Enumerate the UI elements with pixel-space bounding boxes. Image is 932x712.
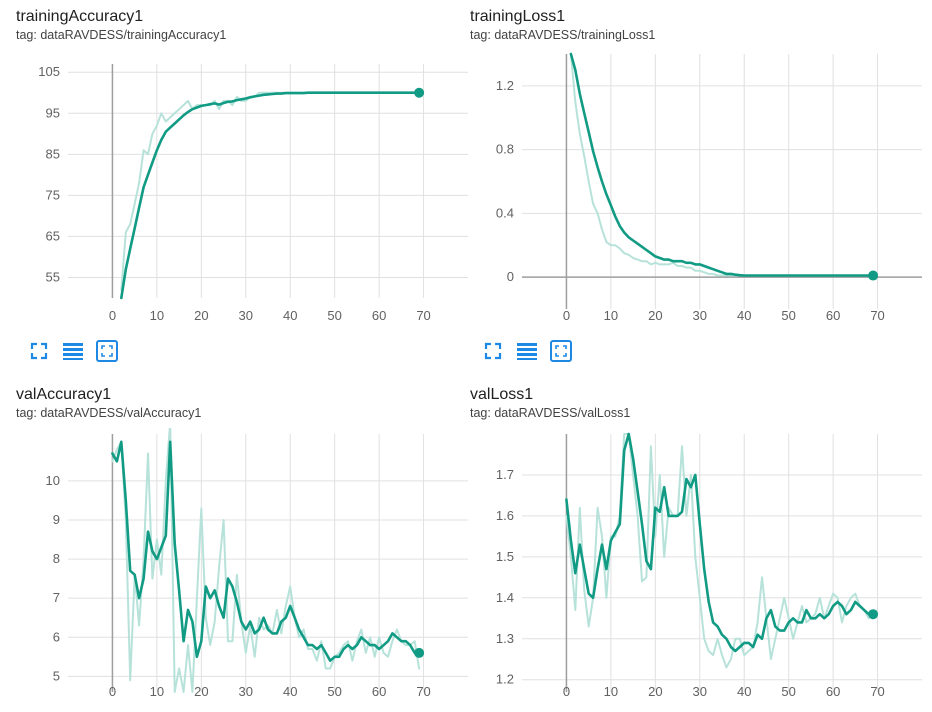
smoothed-series-line (569, 52, 875, 277)
x-tick-label: 20 (648, 308, 662, 323)
x-tick-label: 70 (870, 684, 884, 699)
y-tick-label: 5 (53, 668, 60, 683)
chart-plot[interactable]: 0 10 20 30 40 50 60 70 0 0.4 0.8 1.2 (470, 8, 930, 348)
x-tick-label: 60 (826, 684, 840, 699)
y-tick-label: 105 (38, 64, 60, 79)
y-tick-label: 0.4 (496, 205, 514, 220)
last-point-marker (868, 609, 879, 620)
fullscreen-icon (30, 342, 48, 360)
x-tick-label: 70 (870, 308, 884, 323)
grid-lines (68, 434, 468, 692)
toggle-log-scale-icon (63, 343, 83, 360)
chart-card-training-loss: trainingLoss1 tag: dataRAVDESS/trainingL… (470, 8, 930, 368)
chart-tag: tag: dataRAVDESS/valLoss1 (470, 406, 631, 420)
x-tick-label: 0 (563, 684, 570, 699)
chart-toolbar (28, 340, 130, 362)
fit-domain-button[interactable] (96, 340, 118, 362)
chart-plot[interactable]: 0 10 20 30 40 50 60 70 5 6 7 8 9 10 (16, 386, 476, 712)
x-tick-label: 70 (416, 308, 430, 323)
y-tick-label: 0.8 (496, 142, 514, 157)
y-tick-label: 10 (46, 473, 60, 488)
x-tick-label: 30 (239, 684, 253, 699)
fit-domain-icon (96, 340, 118, 362)
raw-series-line (569, 53, 875, 277)
x-tick-label: 10 (604, 684, 618, 699)
x-tick-label: 10 (604, 308, 618, 323)
x-tick-label: 30 (693, 684, 707, 699)
raw-series-line (111, 428, 421, 693)
chart-toolbar (482, 340, 584, 362)
chart-plot[interactable]: 0 10 20 30 40 50 60 70 1.2 1.3 1.4 1.5 1.6 1.7 (470, 386, 930, 712)
y-tick-label: 9 (53, 512, 60, 527)
x-tick-label: 50 (327, 308, 341, 323)
raw-series-line (120, 91, 421, 291)
x-tick-label: 60 (372, 684, 386, 699)
y-tick-label: 1.2 (496, 78, 514, 93)
y-tick-label: 6 (53, 629, 60, 644)
fit-domain-icon (550, 340, 572, 362)
last-point-marker (414, 647, 425, 658)
toggle-log-scale-button[interactable] (62, 340, 84, 362)
y-tick-label: 1.6 (496, 508, 514, 523)
x-tick-label: 40 (283, 684, 297, 699)
y-tick-label: 55 (46, 269, 60, 284)
x-tick-label: 10 (150, 308, 164, 323)
y-tick-label: 7 (53, 590, 60, 605)
y-tick-label: 0 (507, 269, 514, 284)
x-tick-label: 40 (737, 308, 751, 323)
y-tick-label: 1.2 (496, 672, 514, 687)
x-tick-label: 20 (194, 684, 208, 699)
x-tick-label: 40 (283, 308, 297, 323)
x-tick-label: 0 (563, 308, 570, 323)
y-tick-label: 1.3 (496, 631, 514, 646)
chart-card-val-accuracy: valAccuracy1 tag: dataRAVDESS/valAccurac… (16, 386, 476, 712)
x-tick-label: 10 (150, 684, 164, 699)
toggle-log-scale-button[interactable] (516, 340, 538, 362)
x-tick-label: 60 (372, 308, 386, 323)
chart-card-training-accuracy: trainingAccuracy1 tag: dataRAVDESS/train… (16, 8, 476, 368)
y-tick-label: 1.7 (496, 467, 514, 482)
fullscreen-icon (484, 342, 502, 360)
y-tick-label: 75 (46, 187, 60, 202)
y-tick-label: 1.4 (496, 590, 514, 605)
toggle-log-scale-icon (517, 343, 537, 360)
chart-plot[interactable]: 0 10 20 30 40 50 60 70 55 65 75 85 95 105 (16, 8, 476, 348)
grid-lines (68, 64, 468, 298)
chart-card-val-loss: valLoss1 tag: dataRAVDESS/valLoss1 0 10 20… (470, 386, 930, 712)
x-tick-label: 0 (109, 684, 116, 699)
x-tick-label: 50 (781, 684, 795, 699)
x-tick-label: 20 (648, 684, 662, 699)
chart-tag: tag: dataRAVDESS/trainingAccuracy1 (16, 28, 227, 42)
x-tick-label: 50 (327, 684, 341, 699)
chart-tag: tag: dataRAVDESS/valAccuracy1 (16, 406, 202, 420)
y-tick-label: 85 (46, 146, 60, 161)
x-tick-label: 70 (416, 684, 430, 699)
x-tick-label: 30 (239, 308, 253, 323)
last-point-marker (414, 87, 425, 98)
grid-lines (522, 54, 922, 309)
last-point-marker (868, 270, 879, 281)
chart-title: valAccuracy1 (16, 386, 112, 403)
x-tick-label: 20 (194, 308, 208, 323)
smoothed-series-line (120, 91, 421, 300)
x-tick-label: 40 (737, 684, 751, 699)
smoothed-series-line (111, 440, 421, 663)
chart-tag: tag: dataRAVDESS/trainingLoss1 (470, 28, 656, 42)
fullscreen-button[interactable] (482, 340, 504, 362)
x-tick-label: 60 (826, 308, 840, 323)
chart-title: trainingLoss1 (470, 8, 566, 25)
fit-domain-button[interactable] (550, 340, 572, 362)
x-tick-label: 50 (781, 308, 795, 323)
x-tick-label: 0 (109, 308, 116, 323)
fullscreen-button[interactable] (28, 340, 50, 362)
x-tick-label: 30 (693, 308, 707, 323)
chart-title: valLoss1 (470, 386, 534, 403)
chart-title: trainingAccuracy1 (16, 8, 144, 25)
smoothed-series-line (565, 432, 875, 653)
y-tick-label: 1.5 (496, 549, 514, 564)
y-tick-label: 95 (46, 105, 60, 120)
y-tick-label: 8 (53, 551, 60, 566)
y-tick-label: 65 (46, 228, 60, 243)
